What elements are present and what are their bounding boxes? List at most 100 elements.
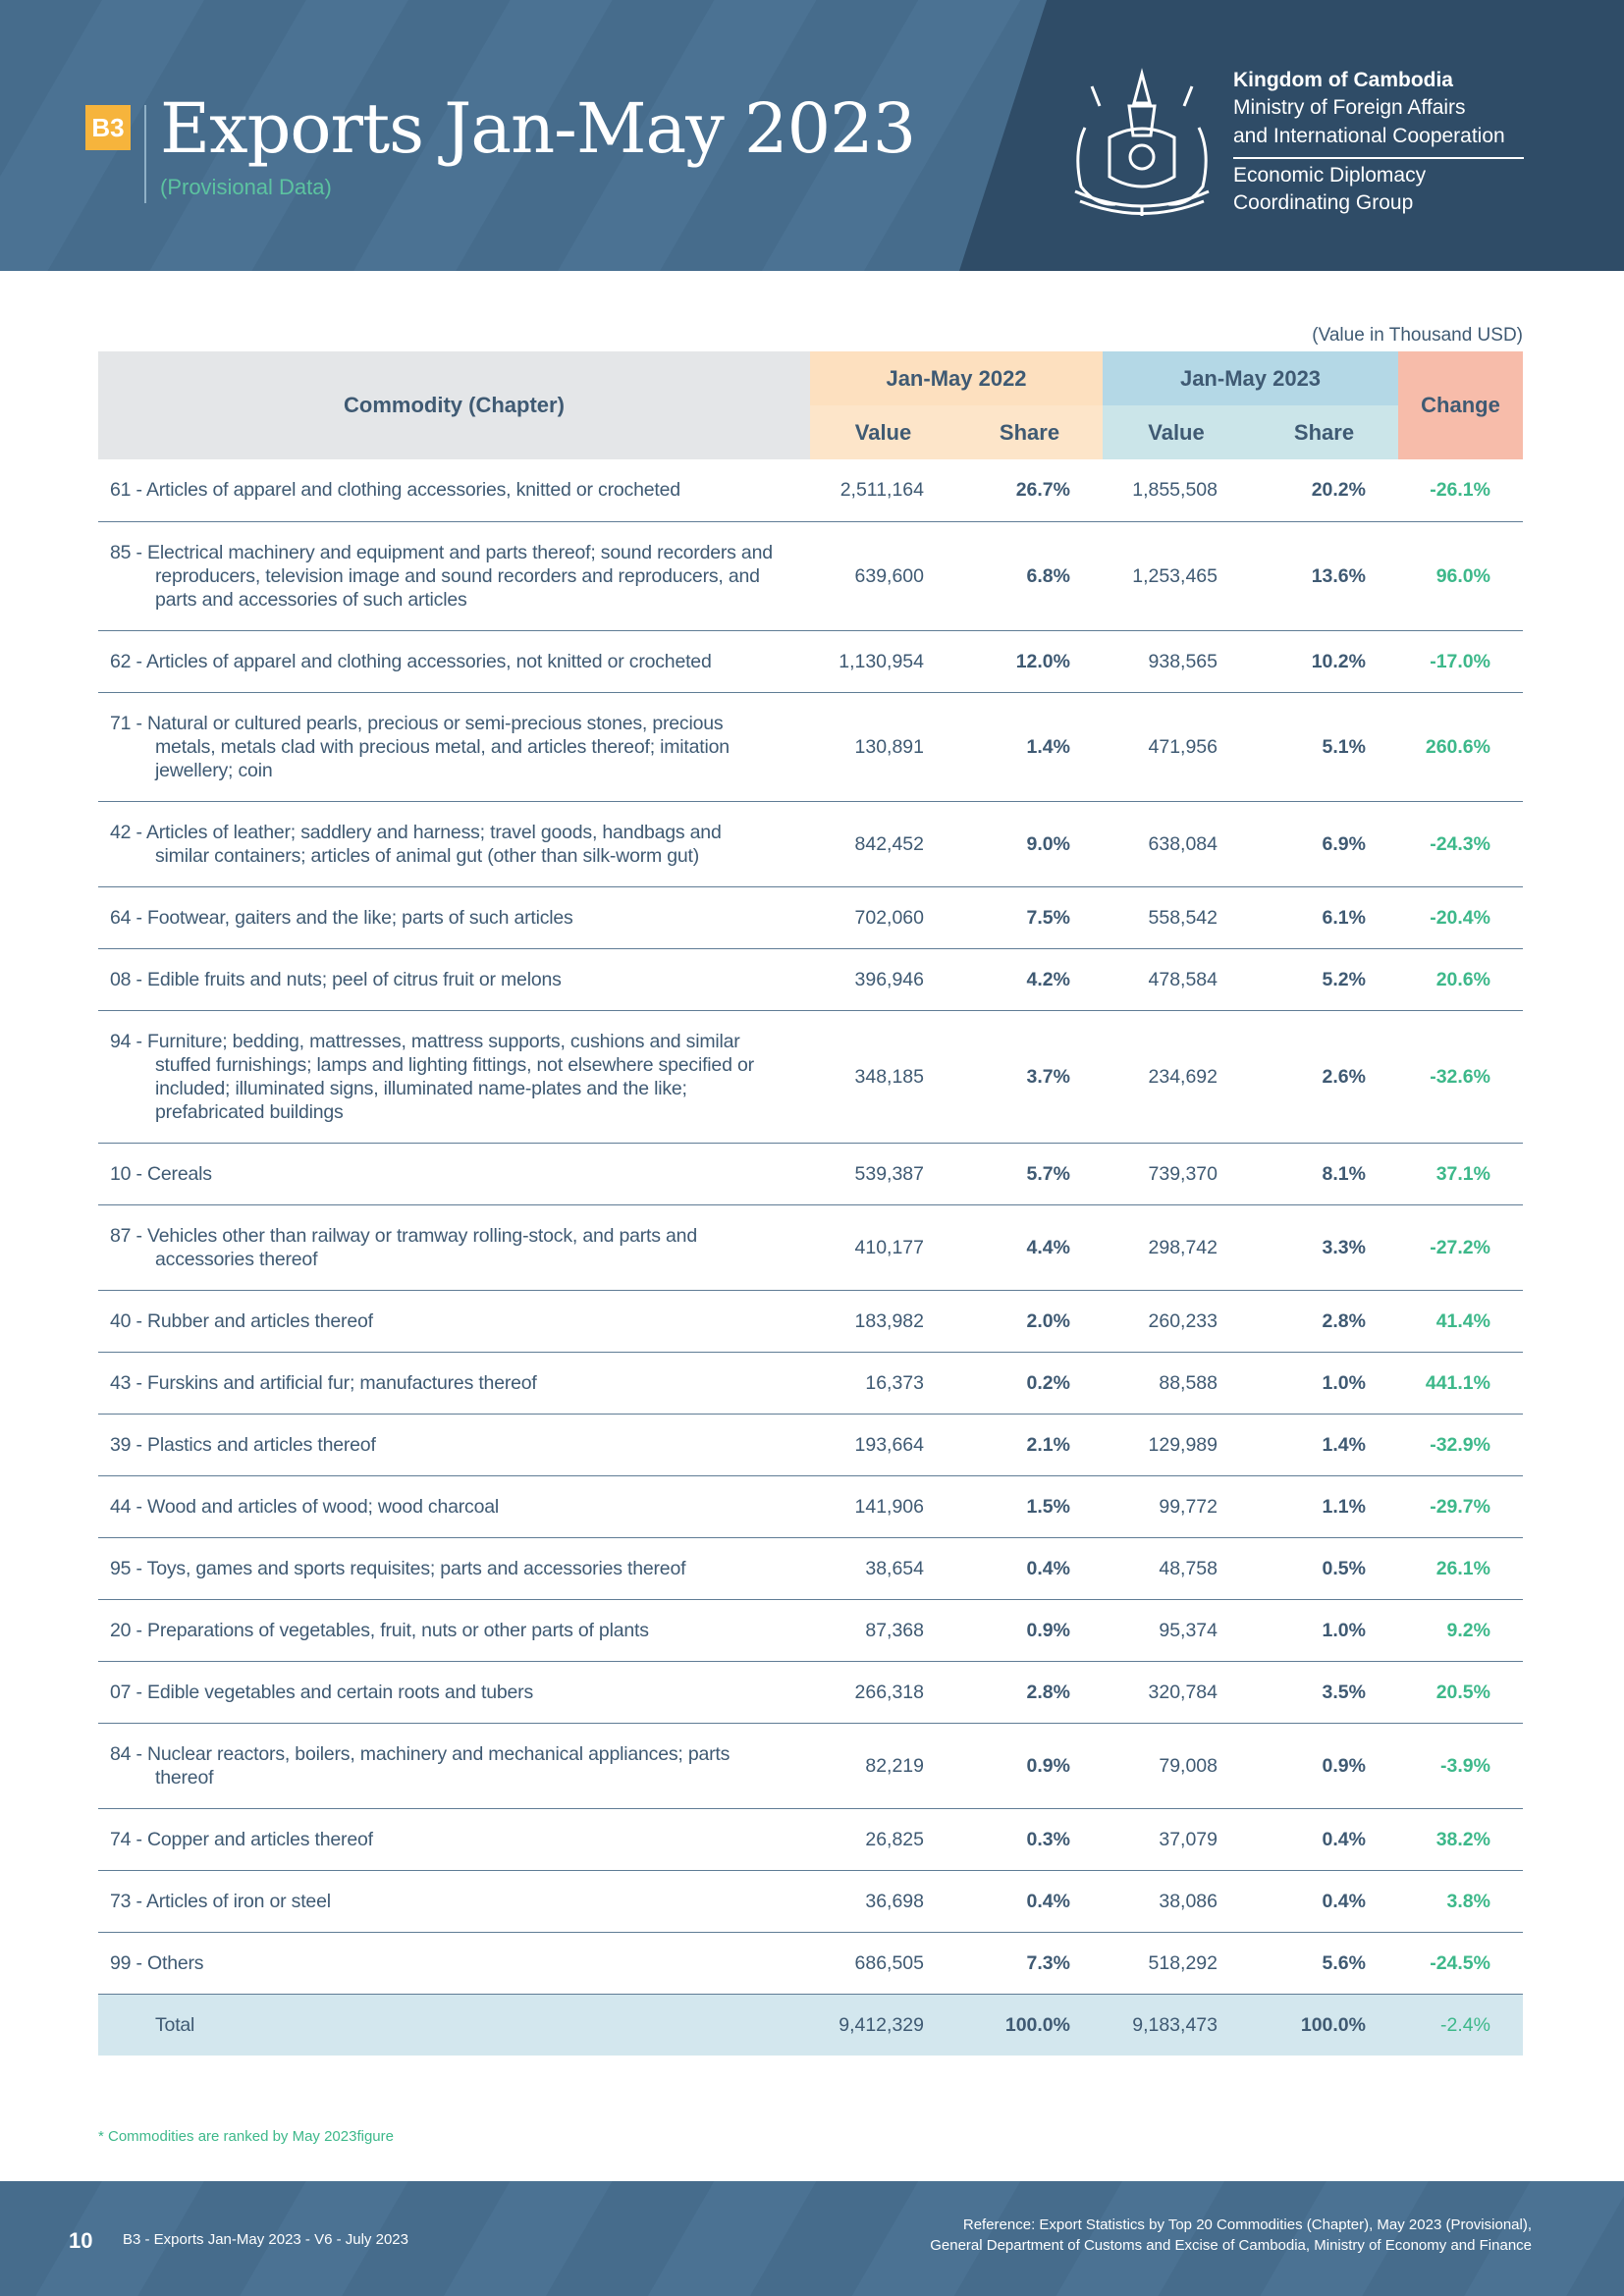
- share-2023-cell: 1.4%: [1250, 1414, 1398, 1476]
- org-line: and International Cooperation: [1233, 125, 1505, 147]
- change-cell: 441.1%: [1398, 1352, 1523, 1415]
- value-2022-cell: 26,825: [810, 1808, 956, 1871]
- column-header: Value: [1103, 405, 1250, 459]
- footer-band: 10 B3 - Exports Jan-May 2023 - V6 - July…: [0, 2181, 1624, 2296]
- change-cell: 3.8%: [1398, 1870, 1523, 1933]
- change-cell: -17.0%: [1398, 630, 1523, 693]
- value-2022-cell: 38,654: [810, 1537, 956, 1600]
- value-2022-cell: 183,982: [810, 1290, 956, 1353]
- value-2022-cell: 9,412,329: [810, 1994, 956, 2056]
- share-2023-cell: 2.6%: [1250, 1010, 1398, 1144]
- commodity-cell: 10 - Cereals: [98, 1143, 810, 1205]
- value-2023-cell: 88,588: [1103, 1352, 1250, 1415]
- table-row: 61 - Articles of apparel and clothing ac…: [98, 459, 1523, 522]
- commodity-cell: 71 - Natural or cultured pearls, preciou…: [98, 692, 810, 802]
- value-2022-cell: 87,368: [810, 1599, 956, 1662]
- header-band: B3 Exports Jan-May 2023 (Provisional Dat…: [0, 0, 1624, 271]
- value-2022-cell: 686,505: [810, 1932, 956, 1995]
- share-2023-cell: 0.5%: [1250, 1537, 1398, 1600]
- column-header: Share: [1250, 405, 1398, 459]
- change-cell: -24.3%: [1398, 801, 1523, 887]
- table-row: 10 - Cereals 539,387 5.7% 739,370 8.1% 37.1%: [98, 1143, 1523, 1205]
- footnote: * Commodities are ranked by May 2023figu…: [98, 2128, 394, 2145]
- change-cell: -24.5%: [1398, 1932, 1523, 1995]
- commodity-cell: 95 - Toys, games and sports requisites; …: [98, 1537, 810, 1600]
- table-row: 95 - Toys, games and sports requisites; …: [98, 1537, 1523, 1600]
- change-cell: 96.0%: [1398, 521, 1523, 631]
- table-row: 62 - Articles of apparel and clothing ac…: [98, 630, 1523, 693]
- share-2023-cell: 5.6%: [1250, 1932, 1398, 1995]
- value-2022-cell: 141,906: [810, 1475, 956, 1538]
- exports-table: Commodity (Chapter) Jan-May 2022 Jan-May…: [98, 351, 1523, 2056]
- org-line: Kingdom of Cambodia: [1233, 69, 1453, 91]
- column-header: Change: [1398, 351, 1523, 459]
- value-2023-cell: 938,565: [1103, 630, 1250, 693]
- column-header: Jan-May 2022: [810, 351, 1103, 405]
- column-header: Share: [956, 405, 1103, 459]
- share-2023-cell: 5.1%: [1250, 692, 1398, 802]
- share-2022-cell: 5.7%: [956, 1143, 1103, 1205]
- commodity-cell: 64 - Footwear, gaiters and the like; par…: [98, 886, 810, 949]
- value-2023-cell: 1,253,465: [1103, 521, 1250, 631]
- share-2022-cell: 4.2%: [956, 948, 1103, 1011]
- value-2023-cell: 79,008: [1103, 1723, 1250, 1809]
- footer-reference: General Department of Customs and Excise…: [930, 2237, 1532, 2254]
- commodity-cell: 44 - Wood and articles of wood; wood cha…: [98, 1475, 810, 1538]
- commodity-cell: 84 - Nuclear reactors, boilers, machiner…: [98, 1723, 810, 1809]
- value-2023-cell: 48,758: [1103, 1537, 1250, 1600]
- value-2022-cell: 396,946: [810, 948, 956, 1011]
- table-row: 73 - Articles of iron or steel 36,698 0.4%…: [98, 1870, 1523, 1933]
- badge: B3: [85, 105, 131, 150]
- commodity-cell: 99 - Others: [98, 1932, 810, 1995]
- commodity-cell: 62 - Articles of apparel and clothing ac…: [98, 630, 810, 693]
- table-row: 20 - Preparations of vegetables, fruit, …: [98, 1599, 1523, 1662]
- value-2022-cell: 266,318: [810, 1661, 956, 1724]
- commodity-cell: 87 - Vehicles other than railway or tram…: [98, 1204, 810, 1291]
- commodity-cell: 61 - Articles of apparel and clothing ac…: [98, 459, 810, 522]
- total-row: Total 9,412,329 100.0% 9,183,473 100.0% -2.4%: [98, 1994, 1523, 2056]
- share-2023-cell: 8.1%: [1250, 1143, 1398, 1205]
- value-2022-cell: 82,219: [810, 1723, 956, 1809]
- value-2022-cell: 130,891: [810, 692, 956, 802]
- change-cell: 41.4%: [1398, 1290, 1523, 1353]
- value-2023-cell: 234,692: [1103, 1010, 1250, 1144]
- commodity-cell: 20 - Preparations of vegetables, fruit, …: [98, 1599, 810, 1662]
- table-row: 44 - Wood and articles of wood; wood cha…: [98, 1475, 1523, 1538]
- share-2022-cell: 1.4%: [956, 692, 1103, 802]
- commodity-cell: 42 - Articles of leather; saddlery and h…: [98, 801, 810, 887]
- org-line: Ministry of Foreign Affairs: [1233, 96, 1466, 119]
- share-2023-cell: 10.2%: [1250, 630, 1398, 693]
- value-2022-cell: 539,387: [810, 1143, 956, 1205]
- share-2022-cell: 0.4%: [956, 1537, 1103, 1600]
- value-2023-cell: 298,742: [1103, 1204, 1250, 1291]
- value-2023-cell: 638,084: [1103, 801, 1250, 887]
- value-2022-cell: 702,060: [810, 886, 956, 949]
- value-2022-cell: 16,373: [810, 1352, 956, 1415]
- commodity-cell: Total: [98, 1994, 810, 2056]
- change-cell: 37.1%: [1398, 1143, 1523, 1205]
- table-row: 94 - Furniture; bedding, mattresses, mat…: [98, 1010, 1523, 1144]
- value-2023-cell: 471,956: [1103, 692, 1250, 802]
- change-cell: -20.4%: [1398, 886, 1523, 949]
- share-2023-cell: 3.5%: [1250, 1661, 1398, 1724]
- value-2023-cell: 260,233: [1103, 1290, 1250, 1353]
- share-2023-cell: 0.9%: [1250, 1723, 1398, 1809]
- change-cell: -27.2%: [1398, 1204, 1523, 1291]
- share-2022-cell: 0.9%: [956, 1599, 1103, 1662]
- commodity-cell: 74 - Copper and articles thereof: [98, 1808, 810, 1871]
- value-2023-cell: 558,542: [1103, 886, 1250, 949]
- change-cell: 20.6%: [1398, 948, 1523, 1011]
- value-2023-cell: 478,584: [1103, 948, 1250, 1011]
- share-2023-cell: 100.0%: [1250, 1994, 1398, 2056]
- header-shape: [959, 0, 1624, 271]
- share-2022-cell: 12.0%: [956, 630, 1103, 693]
- change-cell: -3.9%: [1398, 1723, 1523, 1809]
- value-2023-cell: 9,183,473: [1103, 1994, 1250, 2056]
- share-2022-cell: 100.0%: [956, 1994, 1103, 2056]
- value-2022-cell: 36,698: [810, 1870, 956, 1933]
- unit-note: (Value in Thousand USD): [1312, 325, 1523, 346]
- share-2022-cell: 2.1%: [956, 1414, 1103, 1476]
- commodity-cell: 85 - Electrical machinery and equipment …: [98, 521, 810, 631]
- value-2022-cell: 410,177: [810, 1204, 956, 1291]
